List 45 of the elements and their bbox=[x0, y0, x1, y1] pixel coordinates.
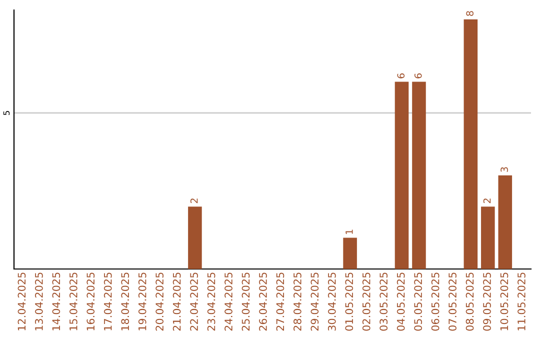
x-tick-label: 27.04.2025 bbox=[276, 272, 284, 331]
bar bbox=[394, 82, 409, 269]
data-label: 6 bbox=[397, 73, 405, 78]
bar bbox=[498, 175, 512, 269]
y-tick-label: 5 bbox=[3, 111, 10, 115]
data-label: 3 bbox=[500, 167, 508, 172]
data-label: 1 bbox=[346, 230, 353, 234]
data-label: 2 bbox=[190, 198, 198, 204]
x-tick-label: 14.04.2025 bbox=[52, 272, 60, 330]
x-tick-label: 26.04.2025 bbox=[259, 272, 267, 331]
x-tick-label: 22.04.2025 bbox=[190, 272, 198, 331]
x-tick-label: 07.05.2025 bbox=[448, 272, 456, 331]
bar bbox=[188, 206, 202, 269]
x-tick-label: 24.04.2025 bbox=[224, 272, 232, 331]
x-tick-label: 05.05.2025 bbox=[414, 272, 422, 331]
data-label: 6 bbox=[414, 73, 422, 78]
x-tick-label: 01.05.2025 bbox=[345, 272, 354, 331]
x-tick-label: 12.04.2025 bbox=[18, 272, 26, 330]
x-tick-label: 10.05.2025 bbox=[500, 272, 508, 330]
x-tick-label: 16.04.2025 bbox=[86, 272, 95, 330]
x-tick-label: 23.04.2025 bbox=[207, 272, 216, 331]
x-tick-label: 29.04.2025 bbox=[310, 272, 319, 331]
x-tick-label: 15.04.2025 bbox=[69, 272, 78, 330]
bar bbox=[343, 238, 357, 269]
data-label: 8 bbox=[466, 11, 474, 16]
x-tick-label: 20.04.2025 bbox=[156, 272, 164, 331]
x-tick-label: 28.04.2025 bbox=[293, 272, 302, 331]
x-tick-label: 03.05.2025 bbox=[380, 272, 388, 331]
x-tick-label: 13.04.2025 bbox=[34, 272, 43, 330]
x-tick-label: 21.04.2025 bbox=[172, 272, 181, 331]
bar bbox=[412, 82, 426, 269]
x-tick-label: 06.05.2025 bbox=[431, 272, 440, 331]
x-tick-label: 09.05.2025 bbox=[483, 272, 491, 331]
x-tick-label: 25.04.2025 bbox=[242, 272, 250, 331]
x-tick-label: 11.05.2025 bbox=[518, 272, 526, 330]
x-tick-label: 02.05.2025 bbox=[362, 272, 370, 331]
x-tick-label: 17.04.2025 bbox=[104, 272, 112, 330]
bar bbox=[464, 19, 478, 269]
data-label: 2 bbox=[483, 198, 491, 204]
x-tick-label: 08.05.2025 bbox=[466, 272, 474, 331]
x-tick-label: 30.04.2025 bbox=[328, 272, 336, 331]
bar bbox=[481, 206, 495, 269]
x-tick-label: 18.04.2025 bbox=[121, 272, 130, 330]
x-tick-label: 04.05.2025 bbox=[396, 272, 405, 331]
x-tick-label: 19.04.2025 bbox=[138, 272, 146, 330]
